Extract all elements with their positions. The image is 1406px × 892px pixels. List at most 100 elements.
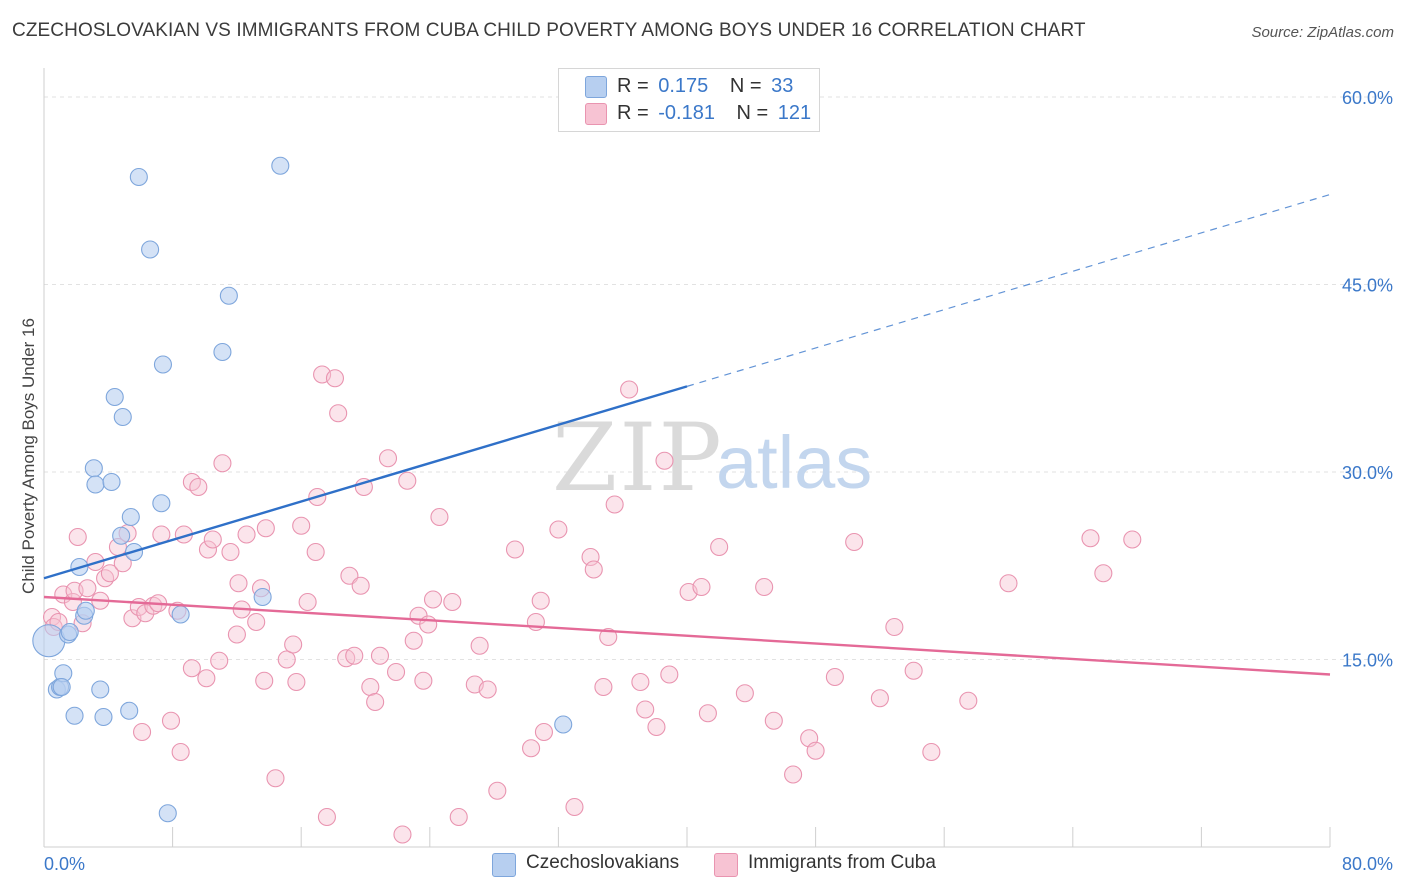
- data-point-immigrants-from-cuba: [100, 564, 119, 583]
- data-point-immigrants-from-cuba: [255, 671, 274, 690]
- data-point-immigrants-from-cuba: [213, 454, 232, 473]
- data-point-immigrants-from-cuba: [221, 542, 240, 562]
- data-point-czechoslovakians: [271, 156, 290, 175]
- data-point-immigrants-from-cuba: [229, 574, 248, 593]
- data-point-czechoslovakians: [213, 342, 232, 362]
- data-point-immigrants-from-cuba: [404, 631, 423, 650]
- data-point-immigrants-from-cuba: [655, 451, 674, 470]
- data-point-immigrants-from-cuba: [488, 781, 507, 800]
- data-point-immigrants-from-cuba: [449, 807, 468, 827]
- tick-labels: 15.0% 30.0% 45.0% 60.0% 0.0% 80.0%: [44, 88, 1393, 874]
- data-point-czechoslovakians: [153, 355, 173, 374]
- data-point-immigrants-from-cuba: [620, 380, 639, 399]
- data-point-immigrants-from-cuba: [531, 591, 550, 610]
- data-point-immigrants-from-cuba: [96, 569, 115, 588]
- data-point-immigrants-from-cuba: [636, 700, 655, 719]
- trend-lines: [43, 193, 1331, 676]
- data-point-immigrants-from-cuba: [198, 540, 218, 559]
- data-point-immigrants-from-cuba: [478, 680, 497, 699]
- r-value: -0.181: [658, 102, 715, 124]
- x-tick-label: 0.0%: [44, 854, 85, 874]
- data-point-czechoslovakians: [120, 701, 139, 720]
- data-point-immigrants-from-cuba: [277, 650, 296, 669]
- data-point-immigrants-from-cuba: [144, 596, 163, 615]
- source-label: Source: ZipAtlas.com: [1251, 24, 1394, 41]
- data-point-immigrants-from-cuba: [904, 661, 923, 680]
- n-label: N =: [736, 102, 769, 124]
- data-point-immigrants-from-cuba: [1081, 529, 1100, 548]
- y-tick-label: 60.0%: [1342, 88, 1393, 108]
- data-point-immigrants-from-cuba: [197, 669, 216, 688]
- data-point-czechoslovakians: [91, 680, 110, 699]
- data-point-immigrants-from-cuba: [284, 635, 303, 654]
- blue-swatch: [585, 76, 607, 98]
- r-value: 0.175: [658, 75, 709, 97]
- data-point-immigrants-from-cuba: [698, 704, 717, 723]
- data-point-czechoslovakians: [158, 804, 177, 823]
- pink-swatch: [585, 103, 607, 125]
- data-point-immigrants-from-cuba: [247, 612, 266, 632]
- correlation-legend: R = 0.175 N = 33 R = -0.181 N = 121: [558, 68, 820, 132]
- data-point-immigrants-from-cuba: [340, 566, 359, 585]
- data-point-immigrants-from-cuba: [161, 711, 181, 730]
- data-point-immigrants-from-cuba: [755, 577, 774, 597]
- watermark-atlas: atlas: [716, 421, 872, 504]
- data-point-immigrants-from-cuba: [398, 471, 417, 490]
- data-point-immigrants-from-cuba: [182, 659, 201, 678]
- n-value: 33: [771, 75, 794, 97]
- series-czechoslovakians: [32, 156, 573, 823]
- data-point-immigrants-from-cuba: [825, 667, 844, 687]
- data-point-czechoslovakians: [86, 475, 105, 494]
- data-point-czechoslovakians: [65, 706, 84, 725]
- data-point-immigrants-from-cuba: [266, 769, 285, 788]
- data-point-immigrants-from-cuba: [584, 560, 603, 579]
- data-point-czechoslovakians: [102, 472, 121, 492]
- chart-title: CZECHOSLOVAKIAN VS IMMIGRANTS FROM CUBA …: [12, 20, 1086, 41]
- data-point-immigrants-from-cuba: [605, 495, 624, 514]
- data-point-immigrants-from-cuba: [1094, 564, 1113, 583]
- data-point-immigrants-from-cuba: [599, 627, 618, 647]
- trend-line-immigrants-from-cuba: [43, 595, 1331, 676]
- watermark-zip: ZIP: [552, 404, 724, 513]
- data-point-immigrants-from-cuba: [735, 684, 754, 703]
- trend-line-czechoslovakians-extension: [686, 193, 1331, 387]
- data-point-immigrants-from-cuba: [549, 520, 568, 539]
- data-point-czechoslovakians: [60, 622, 79, 642]
- data-point-immigrants-from-cuba: [78, 579, 97, 598]
- grid-layer: [44, 96, 1392, 660]
- data-point-immigrants-from-cuba: [534, 722, 553, 742]
- data-point-immigrants-from-cuba: [351, 576, 370, 595]
- data-point-immigrants-from-cuba: [999, 574, 1018, 593]
- x-tick-label: 80.0%: [1342, 854, 1393, 874]
- y-tick-label: 45.0%: [1342, 276, 1393, 296]
- legend-label: Czechoslovakians: [526, 852, 680, 873]
- data-point-immigrants-from-cuba: [133, 722, 152, 742]
- data-point-immigrants-from-cuba: [414, 671, 433, 690]
- data-point-immigrants-from-cuba: [366, 692, 385, 712]
- data-point-immigrants-from-cuba: [419, 615, 438, 634]
- data-point-immigrants-from-cuba: [325, 369, 345, 388]
- data-point-immigrants-from-cuba: [171, 742, 190, 762]
- data-point-immigrants-from-cuba: [287, 672, 306, 692]
- data-point-immigrants-from-cuba: [806, 741, 825, 760]
- data-point-immigrants-from-cuba: [298, 592, 317, 612]
- n-label: N =: [729, 75, 762, 97]
- data-point-czechoslovakians: [94, 707, 113, 727]
- legend-label: Immigrants from Cuba: [748, 852, 936, 873]
- data-point-czechoslovakians: [32, 624, 66, 658]
- data-point-immigrants-from-cuba: [784, 765, 803, 784]
- data-point-immigrants-from-cuba: [210, 651, 229, 670]
- data-point-immigrants-from-cuba: [386, 662, 406, 682]
- data-point-immigrants-from-cuba: [505, 540, 525, 559]
- data-point-czechoslovakians: [76, 601, 95, 620]
- data-point-czechoslovakians: [112, 526, 131, 545]
- r-label: R =: [617, 75, 649, 97]
- data-point-immigrants-from-cuba: [922, 742, 941, 762]
- y-tick-label: 15.0%: [1342, 651, 1393, 671]
- y-tick-label: 30.0%: [1342, 463, 1393, 483]
- r-label: R =: [617, 102, 649, 124]
- series-immigrants-from-cuba: [42, 365, 1142, 844]
- y-axis-label: Child Poverty Among Boys Under 16: [19, 318, 38, 594]
- data-point-immigrants-from-cuba: [885, 617, 904, 637]
- data-point-czechoslovakians: [121, 507, 140, 527]
